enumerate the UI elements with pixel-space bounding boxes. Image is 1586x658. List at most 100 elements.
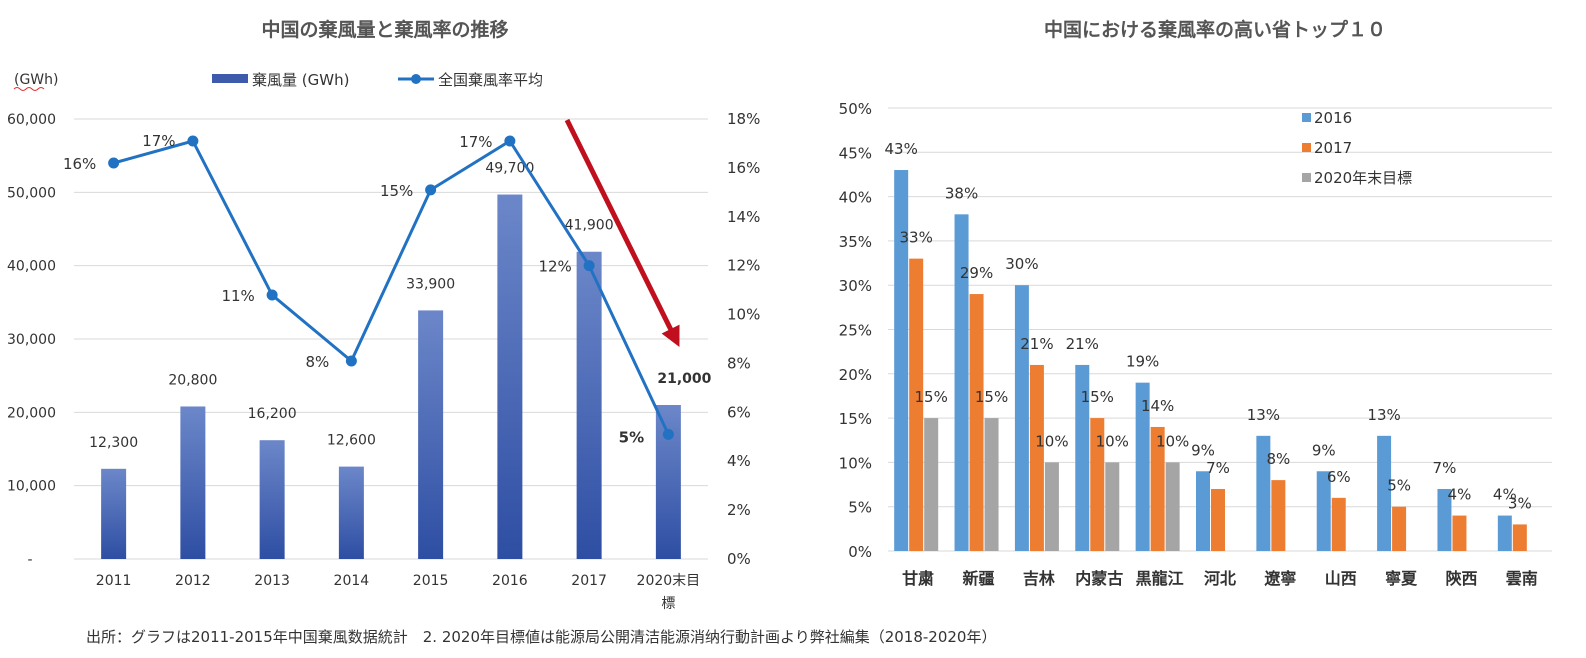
x-tick: 甘粛 — [902, 569, 934, 588]
x-tick: 黒龍江 — [1136, 569, 1184, 588]
bar-2017-遼寧 — [1271, 480, 1286, 551]
left-y-tick: 30,000 — [7, 332, 56, 348]
legend-swatch-bar — [212, 74, 248, 83]
bar-2020年末目標-吉林 — [1044, 462, 1059, 551]
right-y-tick: 30% — [839, 277, 872, 295]
bar-2017-内蒙古 — [1090, 418, 1105, 551]
bar-label: 12,300 — [89, 435, 138, 451]
bar-label: 41,900 — [565, 218, 614, 234]
bar-2015 — [418, 310, 444, 559]
right-y-tick: 0% — [727, 550, 751, 568]
bar-label: 6% — [1327, 468, 1351, 486]
left-chart-title: 中国の棄風量と棄風率の推移 — [261, 18, 508, 41]
right-legend: 2016 2017 2020年末目標 — [1302, 109, 1412, 187]
rate-point-2017 — [583, 260, 595, 272]
left-legend: 棄風量 (GWh) 全国棄風率平均 — [212, 71, 543, 89]
legend-label: 2020年末目標 — [1314, 169, 1412, 187]
legend-swatch — [1302, 143, 1311, 152]
bar-2020年末目標-甘粛 — [924, 418, 939, 551]
right-bar-labels: 43% 38% 30% 21% 19% 9% 13% 9% 13% 7% 4% 33% 29% 21% 15… — [885, 140, 1532, 512]
rate-point-2012 — [187, 135, 199, 147]
right-chart-title: 中国における棄風率の高い省トップ１０ — [1044, 18, 1386, 41]
bar-label: 15% — [975, 388, 1008, 406]
left-bars — [101, 194, 681, 560]
bar-2013 — [259, 440, 285, 559]
left-y-unit-label: (GWh) — [14, 72, 59, 88]
left-chart: 中国の棄風量と棄風率の推移 (GWh) - 10,000 20,000 30,000 4… — [7, 18, 760, 612]
right-y-tick: 5% — [848, 499, 872, 517]
bar-2016-内蒙古 — [1075, 364, 1090, 551]
right-y-tick: 40% — [839, 189, 872, 207]
bar-2016-新疆 — [954, 214, 969, 551]
rate-label: 17% — [142, 132, 175, 150]
x-tick: 2015 — [413, 573, 449, 589]
right-y-tick: 45% — [839, 144, 872, 162]
right-y-tick: 15% — [839, 410, 872, 428]
bar-2020末目標 — [655, 405, 681, 559]
right-x-ticks: 甘粛 新疆 吉林 内蒙古 黒龍江 河北 遼寧 山西 寧夏 陝西 雲南 — [902, 569, 1538, 588]
rate-label: 15% — [380, 182, 413, 200]
x-tick: 内蒙古 — [1075, 569, 1123, 588]
bar-2011 — [101, 468, 127, 559]
right-y-tick: 12% — [727, 257, 760, 275]
right-y-tick: 8% — [727, 354, 751, 372]
x-tick: 2016 — [492, 573, 528, 589]
x-tick: 雲南 — [1506, 569, 1538, 588]
bar-2016 — [497, 194, 523, 560]
bar-label: 33% — [900, 229, 933, 247]
rate-polyline — [113, 138, 670, 435]
x-tick: 吉林 — [1023, 569, 1055, 588]
x-tick: 遼寧 — [1264, 569, 1296, 588]
legend-swatch — [1302, 113, 1311, 122]
bar-2016-黒龍江 — [1135, 382, 1150, 551]
left-y-tick: 40,000 — [7, 259, 56, 275]
legend-label-bar: 棄風量 (GWh) — [252, 71, 349, 89]
rate-label: 17% — [459, 133, 492, 151]
bar-label: 14% — [1141, 397, 1174, 415]
bar-label: 21,000 — [657, 371, 711, 387]
spellcheck-underline — [13, 87, 45, 91]
bar-label: 3% — [1508, 494, 1532, 512]
bar-label: 5% — [1387, 477, 1411, 495]
right-y-tick: 10% — [839, 454, 872, 472]
bar-2016-寧夏 — [1377, 435, 1392, 551]
right-y-tick: 10% — [727, 306, 760, 324]
right-y-tick: 18% — [727, 110, 760, 128]
x-tick: 2017 — [571, 573, 607, 589]
bar-label: 38% — [945, 184, 978, 202]
bar-label: 7% — [1433, 459, 1457, 477]
bar-2017-陝西 — [1452, 515, 1467, 551]
legend-label-line: 全国棄風率平均 — [438, 71, 543, 89]
right-y-ticks: 0% 2% 4% 6% 8% 10% 12% 14% 16% 18% — [727, 110, 760, 568]
bar-label: 10% — [1035, 432, 1068, 450]
x-tick: 陝西 — [1445, 569, 1477, 588]
bar-label: 30% — [1005, 255, 1038, 273]
rate-label: 12% — [538, 258, 571, 276]
x-tick: 2013 — [254, 573, 290, 589]
bar-2017 — [576, 251, 602, 559]
rate-point-2016 — [504, 135, 516, 147]
x-tick: 河北 — [1204, 569, 1236, 588]
bar-2016-吉林 — [1014, 285, 1029, 551]
bar-label: 33,900 — [406, 276, 455, 292]
legend-label: 2017 — [1314, 139, 1352, 157]
x-tick: 新疆 — [963, 569, 995, 588]
right-y-tick: 2% — [727, 501, 751, 519]
right-y-tick: 25% — [839, 322, 872, 340]
rate-point-2015 — [425, 184, 437, 196]
bar-label: 13% — [1247, 406, 1280, 424]
right-chart: 中国における棄風率の高い省トップ１０ 0% 5% 10% 15% 20% 25% 30% 35… — [839, 18, 1552, 588]
x-tick: 寧夏 — [1385, 569, 1418, 588]
rate-label: 11% — [221, 287, 254, 305]
bar-label: 4% — [1493, 486, 1517, 504]
bar-2017-山西 — [1331, 497, 1346, 551]
right-y-tick: 14% — [727, 208, 760, 226]
bar-2016-河北 — [1196, 471, 1210, 551]
bar-2020年末目標-内蒙古 — [1105, 462, 1120, 551]
x-tick: 2012 — [175, 573, 211, 589]
bar-2012 — [180, 406, 206, 559]
rate-point-2011 — [108, 157, 120, 169]
x-tick: 2011 — [96, 573, 132, 589]
bar-label: 16,200 — [248, 406, 297, 422]
